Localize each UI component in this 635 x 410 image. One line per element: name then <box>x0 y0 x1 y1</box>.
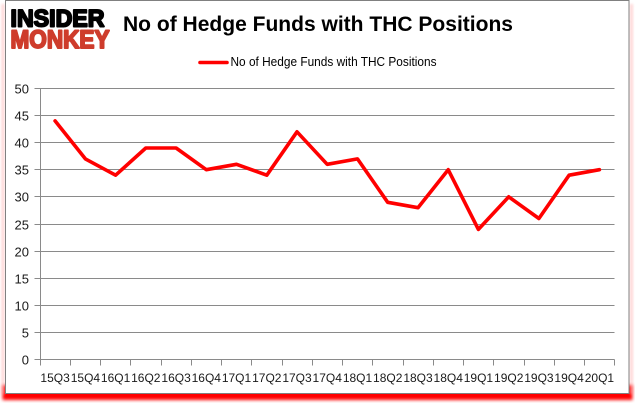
svg-text:17Q1: 17Q1 <box>222 371 252 385</box>
svg-text:15Q4: 15Q4 <box>71 371 101 385</box>
svg-text:20: 20 <box>15 244 29 259</box>
svg-text:15Q3: 15Q3 <box>40 371 70 385</box>
svg-text:5: 5 <box>22 325 29 340</box>
svg-text:25: 25 <box>15 217 29 232</box>
svg-text:18Q4: 18Q4 <box>434 371 464 385</box>
svg-text:30: 30 <box>15 189 29 204</box>
svg-text:18Q1: 18Q1 <box>343 371 373 385</box>
svg-text:35: 35 <box>15 162 29 177</box>
svg-text:19Q3: 19Q3 <box>524 371 554 385</box>
svg-text:INSIDER: INSIDER <box>11 6 105 33</box>
svg-text:19Q1: 19Q1 <box>464 371 494 385</box>
svg-text:MONKEY: MONKEY <box>11 26 110 54</box>
svg-text:16Q1: 16Q1 <box>101 371 131 385</box>
svg-text:20Q1: 20Q1 <box>585 371 615 385</box>
svg-text:No of Hedge Funds with THC Pos: No of Hedge Funds with THC Positions <box>231 55 437 69</box>
svg-text:18Q3: 18Q3 <box>403 371 433 385</box>
svg-text:17Q3: 17Q3 <box>282 371 312 385</box>
svg-text:19Q2: 19Q2 <box>494 371 524 385</box>
svg-text:No of Hedge Funds with THC Pos: No of Hedge Funds with THC Positions <box>123 13 513 36</box>
svg-text:17Q2: 17Q2 <box>252 371 282 385</box>
svg-text:40: 40 <box>15 135 29 150</box>
svg-text:16Q3: 16Q3 <box>161 371 191 385</box>
svg-text:18Q2: 18Q2 <box>373 371 403 385</box>
svg-text:50: 50 <box>15 81 29 96</box>
svg-text:45: 45 <box>15 108 29 123</box>
svg-text:19Q4: 19Q4 <box>554 371 584 385</box>
svg-text:10: 10 <box>15 298 29 313</box>
svg-text:17Q4: 17Q4 <box>313 371 343 385</box>
svg-text:15: 15 <box>15 271 29 286</box>
svg-text:16Q2: 16Q2 <box>131 371 161 385</box>
svg-text:0: 0 <box>22 352 29 367</box>
svg-text:16Q4: 16Q4 <box>192 371 222 385</box>
